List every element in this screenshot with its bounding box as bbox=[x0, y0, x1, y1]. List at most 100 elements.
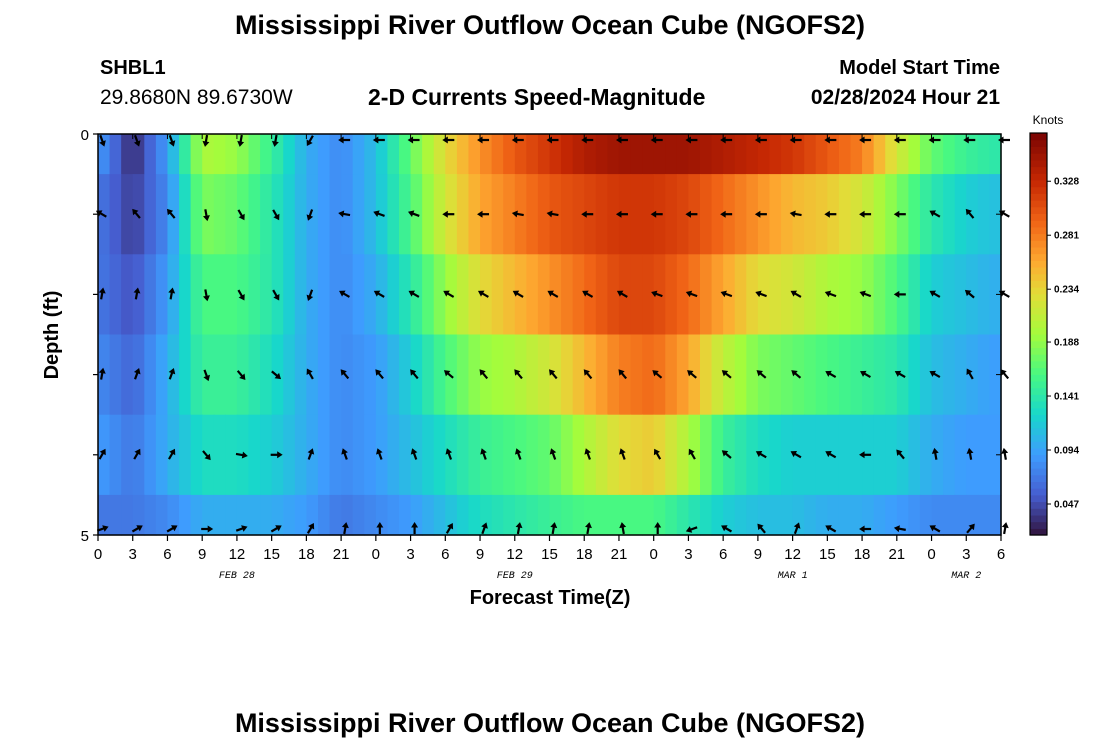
arrow-head bbox=[515, 522, 523, 529]
heatmap-cell bbox=[757, 494, 771, 536]
arrow-head bbox=[442, 210, 448, 218]
current-arrow bbox=[685, 136, 698, 144]
heatmap-cell bbox=[838, 174, 852, 255]
heatmap-cell bbox=[352, 134, 365, 175]
current-arrow bbox=[133, 448, 141, 460]
colorbar-swatch bbox=[1030, 193, 1047, 201]
heatmap-cell bbox=[885, 254, 898, 336]
arrow-head bbox=[273, 213, 280, 221]
arrow-head bbox=[650, 210, 657, 218]
heatmap-cell bbox=[676, 494, 690, 536]
heatmap-cell bbox=[630, 334, 643, 416]
arrow-head bbox=[203, 215, 210, 222]
arrow-head bbox=[685, 526, 693, 533]
heatmap-cell bbox=[919, 174, 933, 255]
heatmap-cell bbox=[422, 134, 435, 175]
heatmap-cell bbox=[399, 254, 412, 336]
heatmap-cell bbox=[98, 254, 111, 336]
x-tick-label: 18 bbox=[298, 546, 315, 563]
heatmap-cell bbox=[977, 414, 991, 496]
heatmap-cell bbox=[954, 254, 967, 336]
heatmap-cell bbox=[746, 414, 759, 496]
x-tick-label: 0 bbox=[372, 546, 380, 563]
y-tick-label: 0 bbox=[81, 127, 89, 144]
heatmap-cell bbox=[503, 174, 516, 255]
current-arrow bbox=[133, 134, 141, 147]
current-arrow bbox=[650, 136, 663, 144]
heatmap-cell bbox=[503, 334, 516, 416]
arrow-head bbox=[685, 210, 691, 218]
current-arrow bbox=[376, 448, 383, 460]
day-label: MAR 1 bbox=[778, 571, 808, 582]
heatmap-cell bbox=[781, 334, 794, 416]
current-arrow bbox=[98, 367, 106, 380]
heatmap-cell bbox=[931, 134, 944, 175]
arrow-head bbox=[965, 208, 972, 216]
heatmap-cell bbox=[271, 134, 284, 175]
current-arrow bbox=[202, 450, 211, 461]
heatmap-cell bbox=[537, 174, 551, 255]
heatmap-cell bbox=[109, 334, 122, 416]
heatmap-cell bbox=[711, 334, 724, 416]
heatmap-cell bbox=[665, 414, 678, 496]
current-arrow bbox=[654, 522, 662, 534]
heatmap-cell bbox=[526, 334, 539, 416]
current-arrow bbox=[133, 368, 141, 380]
heatmap-cell bbox=[873, 494, 886, 536]
heatmap-cell bbox=[364, 414, 377, 496]
x-tick-label: 12 bbox=[784, 546, 801, 563]
heatmap-cell bbox=[98, 334, 111, 416]
current-arrow bbox=[272, 289, 280, 301]
current-arrow bbox=[893, 290, 906, 298]
heatmap-cell bbox=[422, 174, 435, 255]
arrow-head bbox=[791, 370, 798, 377]
current-arrow bbox=[653, 448, 662, 460]
heatmap-cell bbox=[977, 174, 991, 255]
heatmap-cell bbox=[121, 494, 134, 536]
heatmap-cell bbox=[734, 134, 747, 175]
current-arrow bbox=[408, 290, 420, 298]
current-arrow bbox=[515, 522, 523, 535]
arrow-head bbox=[859, 290, 866, 298]
colorbar-swatch bbox=[1030, 521, 1047, 529]
heatmap-cell bbox=[132, 334, 145, 416]
heatmap-cell bbox=[873, 254, 886, 336]
arrow-head bbox=[721, 450, 729, 457]
current-arrow bbox=[98, 287, 106, 300]
heatmap-cell bbox=[213, 494, 226, 536]
current-arrow bbox=[963, 136, 976, 144]
heatmap-cell bbox=[167, 334, 180, 416]
heatmap-cell bbox=[526, 254, 539, 336]
current-arrow bbox=[859, 451, 872, 459]
heatmap-cell bbox=[757, 334, 771, 416]
heatmap-cell bbox=[294, 494, 307, 536]
heatmap-cell bbox=[144, 494, 157, 536]
arrow-head bbox=[581, 210, 587, 218]
arrow-head bbox=[931, 447, 939, 454]
heatmap-cell bbox=[723, 134, 736, 175]
arrow-head bbox=[687, 370, 694, 377]
heatmap-cell bbox=[873, 414, 886, 496]
arrow-head bbox=[721, 525, 728, 532]
arrow-head bbox=[859, 136, 865, 144]
current-arrow bbox=[966, 368, 974, 380]
heatmap-cell bbox=[433, 494, 446, 536]
current-arrow bbox=[893, 525, 906, 533]
current-arrow bbox=[338, 136, 351, 144]
heatmap-cell bbox=[919, 334, 933, 416]
arrow-head bbox=[1001, 522, 1009, 529]
current-arrow bbox=[754, 136, 767, 144]
heatmap-cell bbox=[584, 414, 597, 496]
heatmap-cell bbox=[306, 494, 319, 536]
arrow-head bbox=[274, 372, 282, 380]
heatmap-cell bbox=[144, 414, 157, 496]
x-tick-label: 9 bbox=[754, 546, 762, 563]
colorbar-swatch bbox=[1030, 327, 1047, 335]
heatmap-cell bbox=[769, 414, 782, 496]
colorbar-swatch bbox=[1030, 307, 1047, 315]
heatmap-cell bbox=[352, 414, 365, 496]
heatmap-cell bbox=[688, 134, 701, 175]
heatmap-cell bbox=[746, 334, 759, 416]
colorbar-swatch bbox=[1030, 454, 1047, 462]
heatmap-cell bbox=[491, 134, 504, 175]
